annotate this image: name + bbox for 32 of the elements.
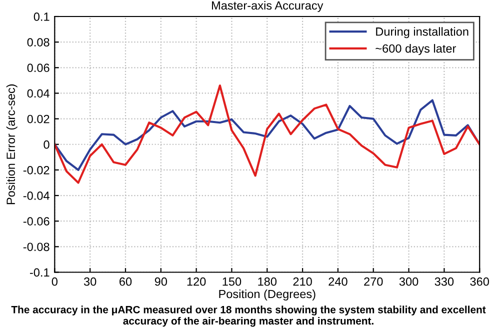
x-tick-label: 120 — [187, 277, 206, 286]
legend-label: During installation — [376, 27, 468, 38]
x-axis-title: Position (Degrees) — [219, 290, 316, 301]
x-tick-label: 90 — [154, 277, 168, 286]
line-series — [54, 84, 480, 184]
line-series — [54, 99, 480, 171]
text: The accuracy in the μARC measured over 18 months showing the system stability and excellent accuracy of the air-bearing master and instrument. — [11, 306, 486, 327]
y-tick-label: 0.06 — [27, 64, 50, 72]
y-tick-label: 0.02 — [27, 114, 50, 124]
y-tick-label: -0.02 — [23, 166, 50, 174]
legend-label: ~600 days later — [376, 44, 456, 56]
y-tick-label: 0.1 — [34, 12, 50, 21]
y-tick-label: 0 — [44, 140, 50, 149]
x-tick-label: 150 — [222, 277, 242, 286]
y-tick-label: -0.1 — [30, 268, 50, 277]
y-tick-label: -0.06 — [23, 217, 50, 226]
y-tick-label: 0.08 — [27, 38, 50, 46]
x-tick-label: 180 — [258, 277, 277, 286]
x-tick-label: 60 — [120, 277, 132, 286]
y-tick-label: -0.08 — [23, 242, 50, 252]
x-tick-label: 30 — [84, 277, 96, 286]
y-tick-label: -0.04 — [23, 192, 50, 200]
y-axis-title: Position Error (arc-sec) — [6, 84, 18, 204]
x-tick-label: 210 — [293, 277, 312, 286]
x-tick-label: 360 — [470, 277, 489, 286]
x-tick-label: 270 — [364, 277, 383, 286]
x-tick-label: 300 — [399, 277, 418, 286]
x-tick-label: 0 — [52, 277, 58, 286]
chart-title: Master-axis Accuracy — [212, 1, 324, 12]
y-tick-label: 0.04 — [27, 89, 50, 98]
x-tick-label: 240 — [328, 277, 348, 286]
x-tick-label: 330 — [434, 277, 454, 286]
